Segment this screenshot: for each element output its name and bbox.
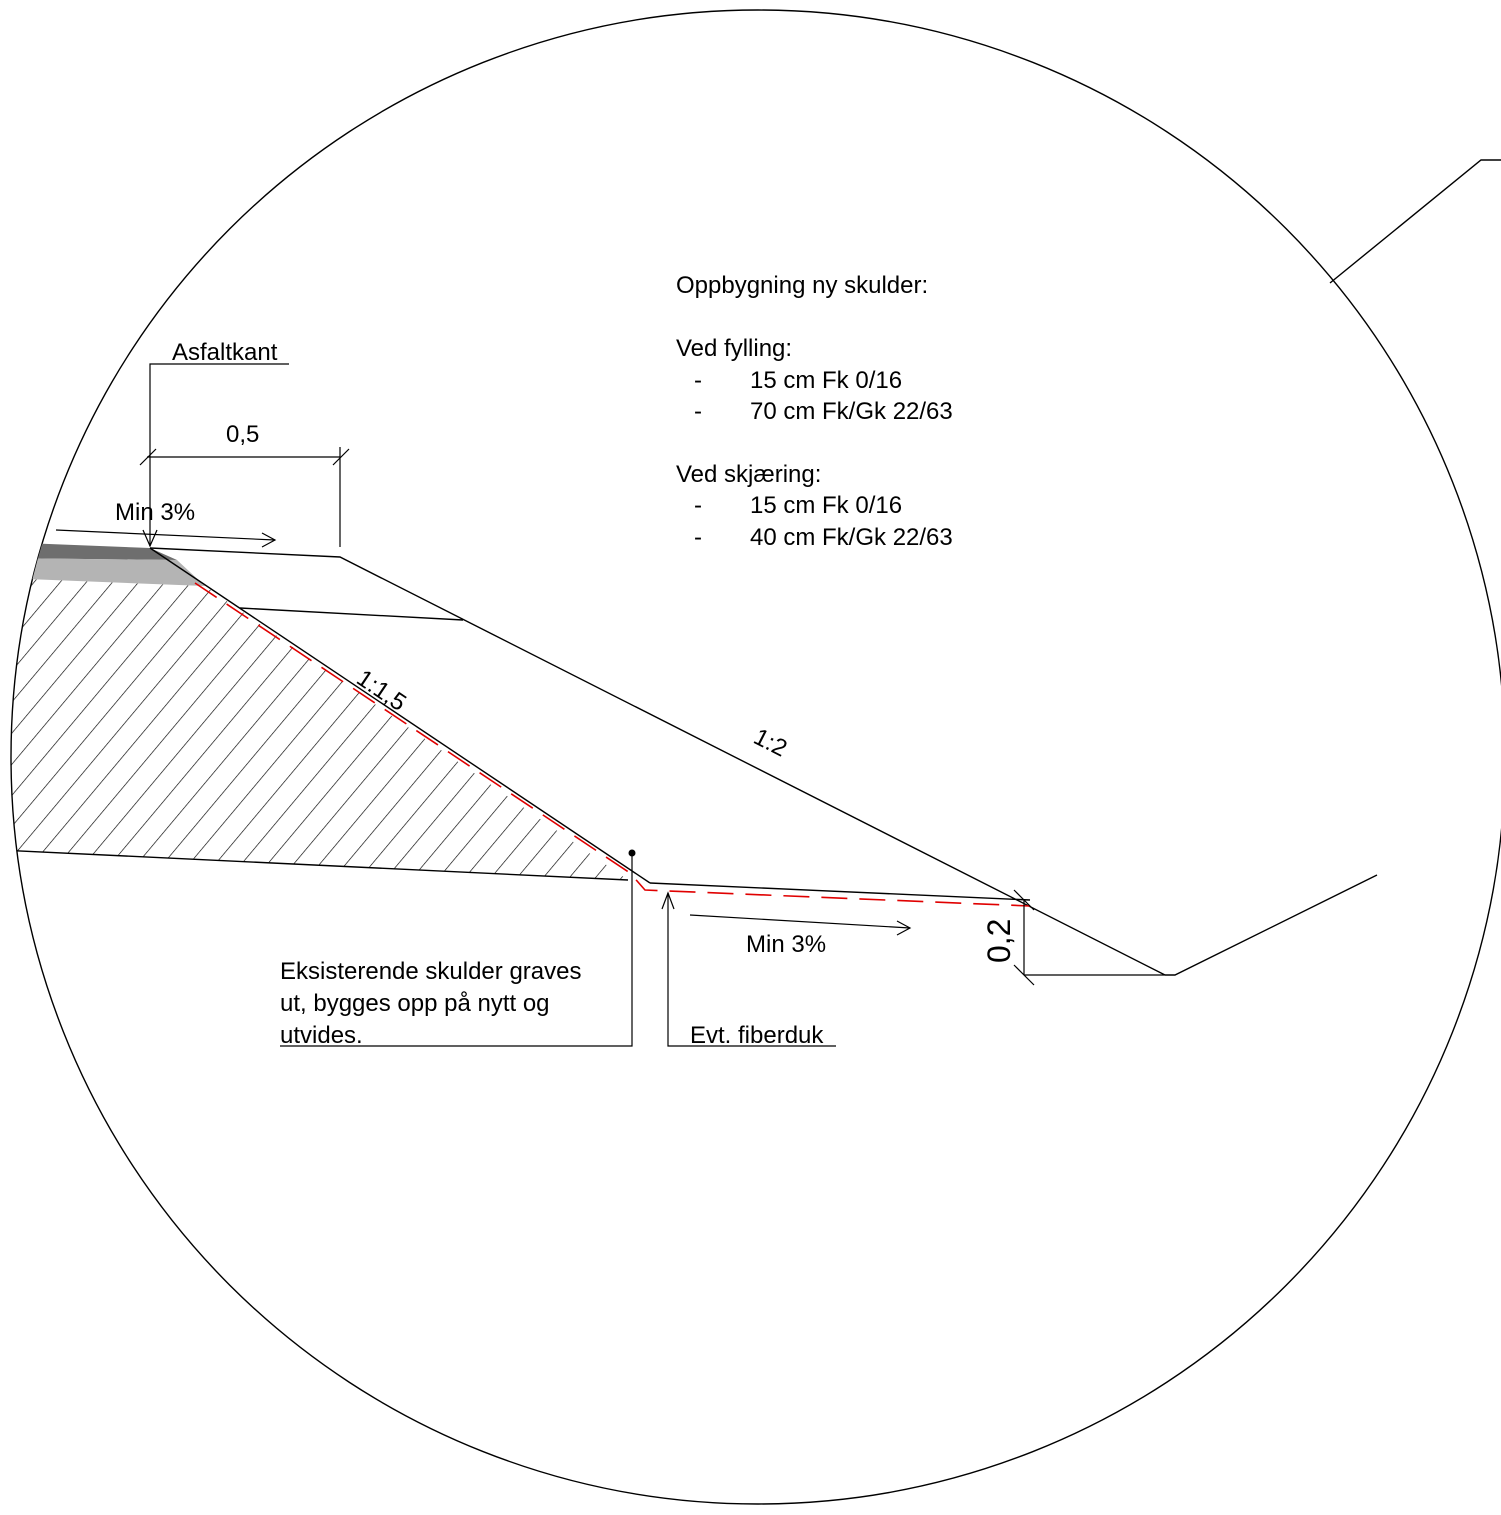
cross-section — [11, 542, 1378, 976]
slope-bottom-label: Min 3% — [746, 931, 826, 958]
slope-bottom-arrow — [689, 914, 911, 929]
slope-top-arrow — [55, 529, 276, 541]
cut-item-2-dash: - — [694, 524, 702, 551]
asphalt-base-layer — [11, 558, 205, 586]
fill-title: Ved fylling: — [676, 335, 792, 362]
detail-leader-line — [1329, 159, 1501, 284]
excavation-note-line-3: utvides. — [280, 1022, 363, 1049]
excavation-bottom-line — [649, 882, 1031, 901]
layer-boundary-line — [239, 607, 464, 621]
excavation-note-line-2: ut, bygges opp på nytt og — [280, 990, 550, 1017]
slope-top-arrowhead — [261, 532, 277, 548]
existing-shoulder-hatch — [11, 578, 628, 880]
width-dimension-tick-right — [332, 448, 350, 466]
geotextile-label: Evt. fiberduk — [690, 1022, 824, 1049]
fill-item-1-dash: - — [694, 367, 702, 394]
slope-top-label: Min 3% — [115, 499, 195, 526]
asphalt-edge-label: Asfaltkant — [172, 339, 278, 366]
ditch-line — [1165, 874, 1378, 976]
excavation-note: Eksisterende skulder graves ut, bygges o… — [280, 958, 588, 1049]
fill-item-2-dash: - — [694, 398, 702, 425]
new-shoulder-profile — [149, 547, 1166, 976]
width-dimension-tick-left — [139, 448, 157, 466]
height-dimension-tick-bottom — [1013, 964, 1035, 986]
layer-notes: Oppbygning ny skulder: Ved fylling: - 15… — [676, 272, 953, 551]
asphalt-edge-arrowhead — [142, 529, 158, 548]
slope-bottom-arrowhead — [896, 920, 912, 936]
asphalt-top-layer — [11, 542, 177, 560]
width-dimension-label: 0,5 — [226, 421, 259, 448]
fill-item-2: 70 cm Fk/Gk 22/63 — [750, 398, 953, 425]
notes-heading: Oppbygning ny skulder: — [676, 272, 928, 299]
existing-slope-line — [149, 547, 651, 884]
geotextile-leader-line — [667, 893, 836, 1047]
fill-item-1: 15 cm Fk 0/16 — [750, 367, 902, 394]
excavation-leader-line — [280, 853, 633, 1047]
geotextile-line — [194, 582, 1031, 907]
excavation-note-line-1: Eksisterende skulder graves — [280, 958, 581, 985]
cut-title: Ved skjæring: — [676, 461, 821, 488]
asphalt-edge-leader — [149, 363, 289, 546]
cut-item-1: 15 cm Fk 0/16 — [750, 492, 902, 519]
cut-item-1-dash: - — [694, 492, 702, 519]
geotextile-leader-arrowhead — [661, 891, 675, 910]
existing-ground-line — [11, 849, 629, 881]
height-dimension-label: 0,2 — [981, 919, 1017, 963]
height-dimension-tick-top — [1013, 889, 1035, 911]
new-slope-label: 1:2 — [749, 723, 791, 762]
cut-item-2: 40 cm Fk/Gk 22/63 — [750, 524, 953, 551]
